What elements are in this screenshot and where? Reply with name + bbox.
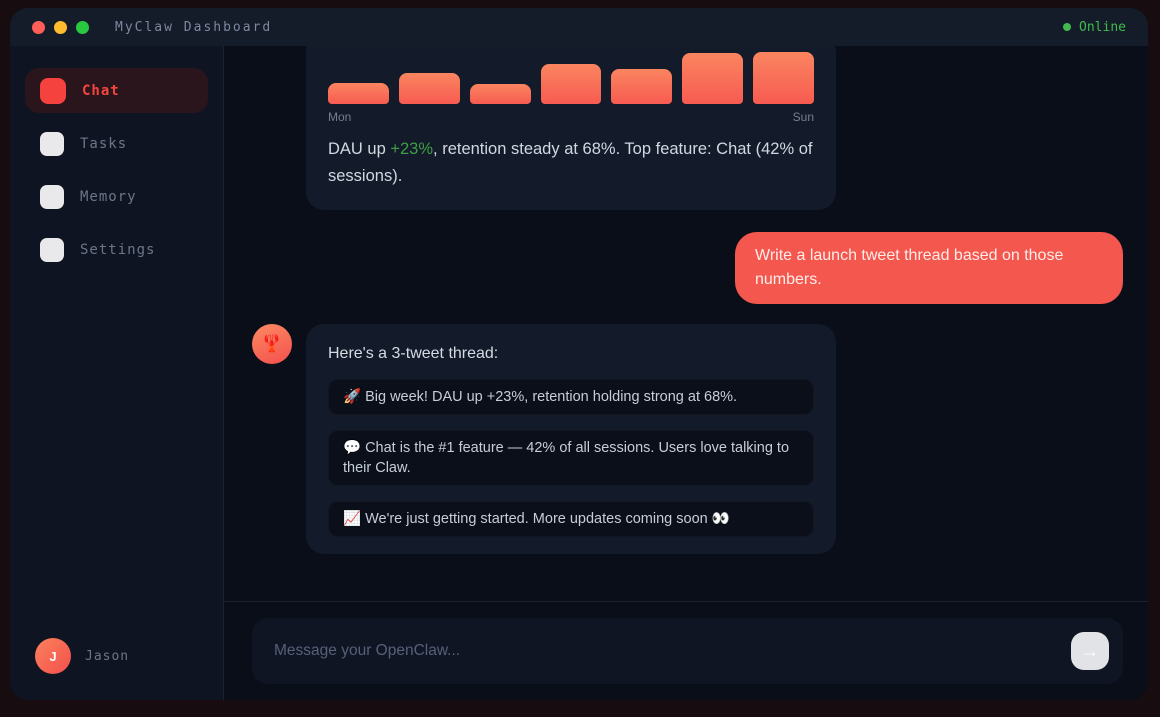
chat-icon bbox=[40, 77, 66, 104]
tweet-list: 🚀 Big week! DAU up +23%, retention holdi… bbox=[328, 379, 814, 537]
thread-intro: Here's a 3-tweet thread: bbox=[328, 345, 499, 362]
send-button[interactable]: → bbox=[1071, 632, 1109, 670]
bar-sat bbox=[682, 53, 744, 104]
bar-chart-axis-labels: Mon Sun bbox=[328, 110, 814, 124]
thread-bubble: Here's a 3-tweet thread: 🚀 Big week! DAU… bbox=[306, 324, 836, 554]
sidebar-item-label: Settings bbox=[80, 241, 156, 258]
online-dot-icon bbox=[1063, 23, 1072, 31]
tweet-card-3: 📈 We're just getting started. More updat… bbox=[328, 501, 814, 537]
send-arrow-icon: → bbox=[1081, 641, 1099, 661]
sidebar-item-label: Chat bbox=[82, 82, 120, 99]
settings-icon bbox=[40, 237, 64, 262]
chat-panel: Mon Sun DAU up +23%, retention steady at… bbox=[224, 46, 1148, 700]
sidebar-item-tasks[interactable]: Tasks bbox=[25, 121, 208, 166]
dau-growth-highlight: +23% bbox=[390, 140, 434, 158]
user-message-bubble: Write a launch tweet thread based on tho… bbox=[735, 232, 1123, 304]
composer: → bbox=[224, 601, 1148, 700]
minimize-window-icon[interactable] bbox=[54, 20, 67, 34]
bar-fri bbox=[611, 69, 673, 104]
message-input[interactable] bbox=[274, 642, 1071, 660]
sidebar-nav: Chat Tasks Memory Settings bbox=[25, 68, 208, 280]
bar-sun bbox=[753, 52, 815, 104]
sidebar-user[interactable]: J Jason bbox=[25, 638, 208, 674]
status-label: Online bbox=[1079, 19, 1126, 35]
analytics-summary: DAU up +23%, retention steady at 68%. To… bbox=[328, 140, 813, 185]
tweet-card-2: 💬 Chat is the #1 feature — 42% of all se… bbox=[328, 430, 814, 486]
app-window: MyClaw Dashboard Online Chat Tasks Memory S… bbox=[10, 8, 1148, 700]
close-window-icon[interactable] bbox=[32, 20, 45, 34]
axis-label-sun: Sun bbox=[792, 110, 814, 124]
memory-icon bbox=[40, 184, 64, 209]
maximize-window-icon[interactable] bbox=[76, 20, 89, 34]
bar-wed bbox=[469, 84, 531, 104]
bar-thu bbox=[540, 64, 602, 104]
assistant-thread-message: 🦞 Here's a 3-tweet thread: 🚀 Big week! D… bbox=[252, 324, 1123, 554]
tasks-icon bbox=[40, 131, 64, 156]
user-message: Write a launch tweet thread based on tho… bbox=[252, 232, 1123, 304]
bar-tue bbox=[398, 73, 460, 104]
window-controls bbox=[32, 20, 89, 34]
dau-bar-chart bbox=[328, 52, 815, 104]
sidebar-item-memory[interactable]: Memory bbox=[25, 174, 208, 219]
sidebar-item-label: Memory bbox=[80, 188, 137, 205]
sidebar-item-settings[interactable]: Settings bbox=[25, 227, 208, 272]
sidebar-item-label: Tasks bbox=[80, 135, 128, 152]
avatar: J bbox=[35, 638, 71, 674]
user-name: Jason bbox=[85, 648, 130, 664]
app-title: MyClaw Dashboard bbox=[115, 19, 273, 35]
titlebar: MyClaw Dashboard Online bbox=[10, 8, 1148, 46]
claw-bot-avatar-icon: 🦞 bbox=[252, 324, 292, 364]
sidebar-item-chat[interactable]: Chat bbox=[25, 68, 208, 113]
sidebar: Chat Tasks Memory Settings J Jason bbox=[10, 46, 224, 700]
assistant-analytics-message: Mon Sun DAU up +23%, retention steady at… bbox=[252, 46, 1123, 210]
tweet-card-1: 🚀 Big week! DAU up +23%, retention holdi… bbox=[328, 379, 814, 415]
bar-mon bbox=[328, 83, 389, 104]
axis-label-mon: Mon bbox=[328, 110, 352, 124]
analytics-bubble: Mon Sun DAU up +23%, retention steady at… bbox=[306, 46, 836, 210]
message-list[interactable]: Mon Sun DAU up +23%, retention steady at… bbox=[224, 46, 1148, 601]
message-input-box[interactable]: → bbox=[252, 618, 1123, 684]
status-badge: Online bbox=[1063, 20, 1126, 35]
